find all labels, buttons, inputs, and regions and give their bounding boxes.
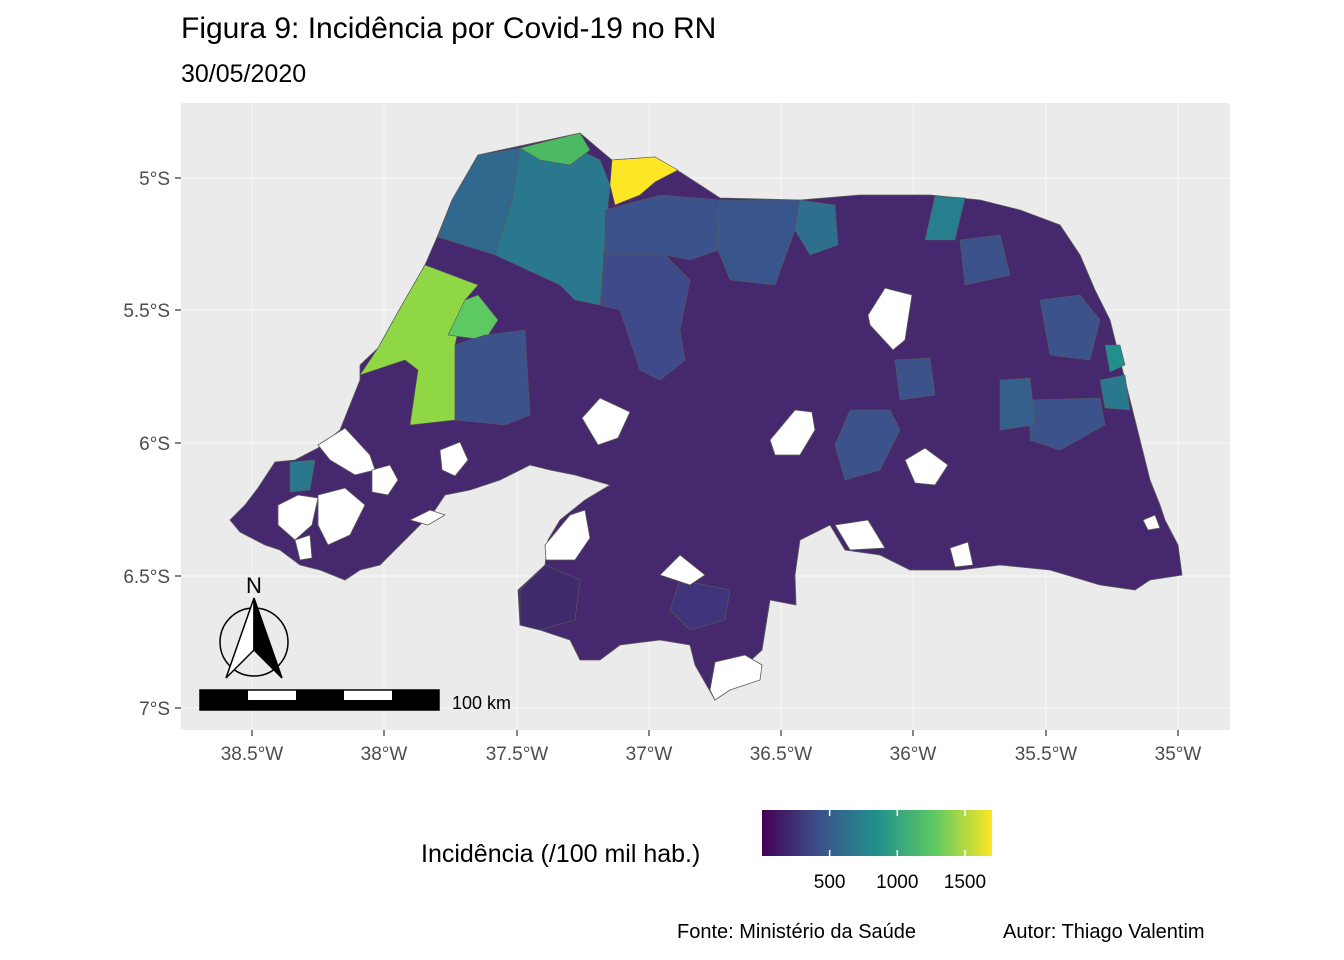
page-subtitle: 30/05/2020 [181,60,307,88]
scale-bar-label: 100 km [452,693,511,713]
region-west-blue [454,329,531,426]
x-tick-label: 35.5°W [1015,744,1078,765]
region-east-blue-6 [959,234,1011,286]
legend-tick-label: 1000 [876,872,918,893]
x-axis-labels: 38.5°W 38°W 37.5°W 37°W 36.5°W 36°W 35.5… [221,744,1202,765]
scale-bar-segment [200,700,248,710]
region-north-teal-2 [794,199,839,256]
region-east-blue-2 [1039,294,1101,361]
legend-tick-label: 500 [814,872,846,893]
y-tick-label: 5°S [139,169,170,190]
region-mossoro-yellow [609,156,679,206]
scale-bar-segment [200,690,248,700]
region-east-blue-5 [999,377,1036,431]
region-east-teal-2 [1099,374,1131,411]
missing-data-municipalities [277,287,1161,701]
x-tick-label: 38°W [361,744,408,765]
x-tick-label: 36.5°W [750,744,813,765]
north-arrow-label: N [246,573,262,598]
region-west-green [359,264,479,426]
region-southwest-teal [289,459,316,493]
legend-colorbar [762,810,992,856]
y-tick-label: 7°S [139,699,170,720]
region-east-blue-4 [894,357,936,401]
region-north-green [519,132,591,166]
scale-bar: 100 km [199,689,511,713]
region-south-dark-2 [669,579,731,631]
north-arrow-right [253,597,283,679]
region-south-dark-1 [519,564,581,631]
caption-author: Autor: Thiago Valentim [1003,921,1205,943]
region-east-blue-3 [1029,397,1106,451]
legend-tick-label: 1500 [944,872,986,893]
axis-ticks [175,177,1179,736]
y-tick-label: 6°S [139,434,170,455]
x-tick-label: 37°W [626,744,673,765]
scale-bar-segment [296,700,344,710]
legend-tick-marks [828,810,966,856]
rn-state-base [229,132,1183,701]
x-tick-label: 36°W [890,744,937,765]
caption-source: Fonte: Ministério da Saúde [677,921,917,943]
legend-tick-labels: 500 1000 1500 [814,872,986,893]
region-west-green-2 [447,294,499,341]
y-axis-labels: 5°S 5.5°S 6°S 6.5°S 7°S [123,169,170,720]
legend: 500 1000 1500 [762,810,992,893]
region-east-teal [1104,344,1126,373]
region-east-blue-1 [834,409,901,481]
rn-state-map [229,132,1183,701]
scale-bar-segment [392,690,439,700]
scale-bar-segment [248,700,296,710]
scale-bar-segment [392,700,439,710]
x-tick-label: 37.5°W [486,744,549,765]
legend-title: Incidência (/100 mil hab.) [421,840,701,868]
scale-bar-segment [344,700,392,710]
region-center-blue [599,254,691,381]
y-tick-label: 6.5°S [123,567,170,588]
region-north-teal-3 [924,195,966,241]
page-title: Figura 9: Incidência por Covid-19 no RN [181,12,717,45]
north-arrow: N [219,573,289,679]
x-tick-label: 35°W [1155,744,1202,765]
y-tick-label: 5.5°S [123,301,170,322]
scale-bar-segment [296,690,344,700]
x-tick-label: 38.5°W [221,744,284,765]
